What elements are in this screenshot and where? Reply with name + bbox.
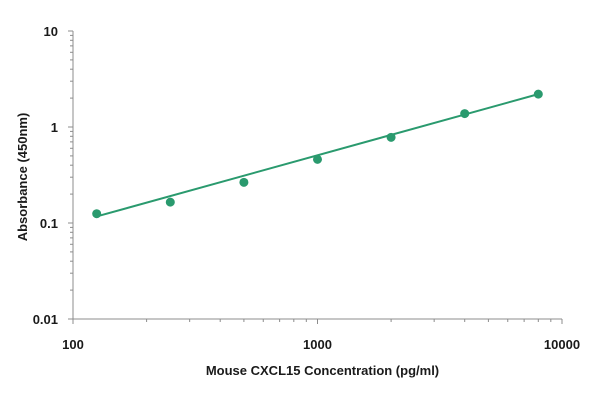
y-tick-label: 10 (44, 24, 58, 39)
x-tick-label: 1000 (303, 337, 332, 352)
x-tick-label: 100 (62, 337, 84, 352)
data-point (313, 154, 322, 164)
data-point (165, 197, 175, 207)
y-tick-label: 1 (51, 120, 58, 135)
data-point (460, 109, 470, 119)
x-tick-label: 10000 (544, 337, 580, 352)
axes (68, 30, 563, 324)
data-point (92, 209, 102, 219)
y-tick-label: 0.01 (33, 312, 58, 327)
y-tick-label: 0.1 (40, 216, 58, 231)
data-point (533, 89, 543, 99)
data-point (386, 132, 396, 142)
data-points (92, 89, 543, 219)
tick-labels: 0.01 0.1 1 10 100 1000 10000 (33, 24, 580, 352)
y-axis-title: Absorbance (450nm) (15, 113, 30, 242)
data-point (239, 177, 249, 187)
x-axis-title: Mouse CXCL15 Concentration (pg/ml) (206, 363, 439, 378)
